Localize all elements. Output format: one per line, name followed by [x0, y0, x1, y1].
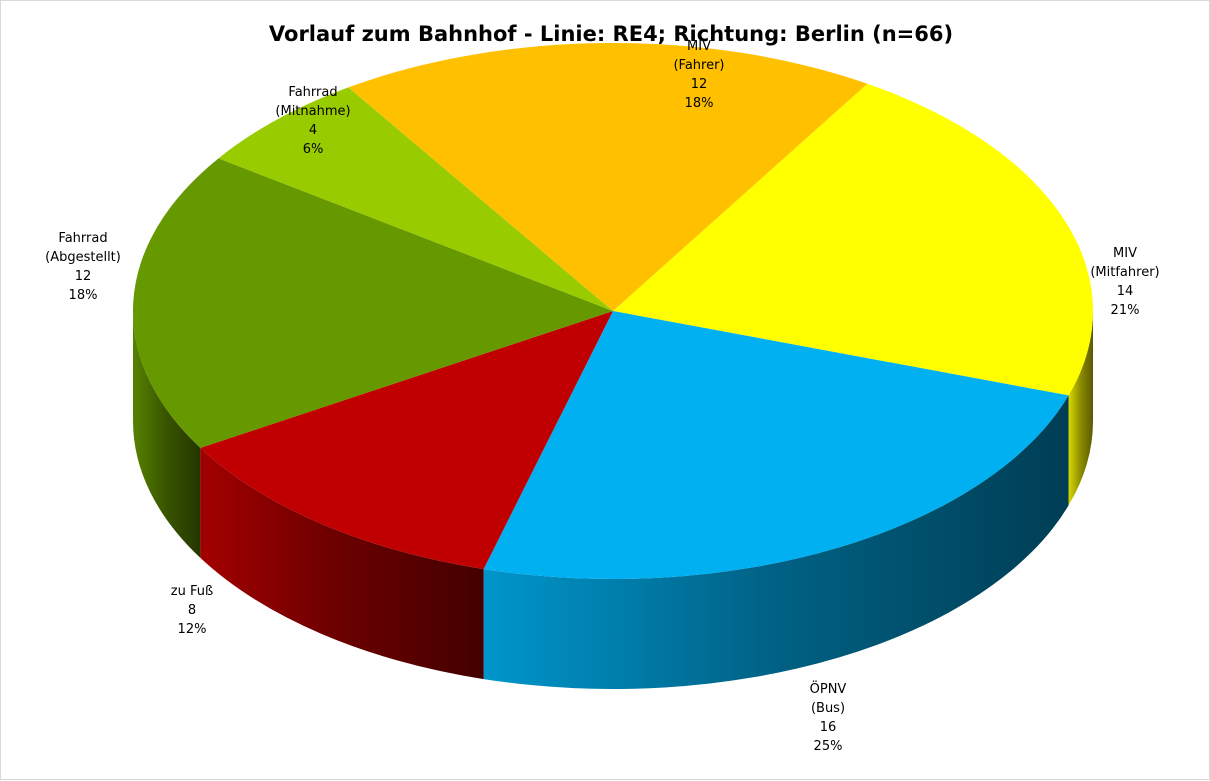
slice-label-4: Fahrrad (Mitnahme) 4 6%	[275, 85, 350, 157]
pie-slice-2	[200, 311, 613, 570]
pie-tops	[133, 43, 1094, 579]
slice-label-2: zu Fuß 8 12%	[171, 584, 213, 637]
pie-side-1	[483, 395, 1069, 690]
pie-slice-3	[133, 158, 613, 448]
pie-slice-1	[483, 311, 1069, 579]
slice-label-3: Fahrrad (Abgestellt) 12 18%	[45, 231, 121, 303]
pie-slice-5	[348, 43, 868, 312]
pie-side-2	[200, 447, 484, 680]
pie-side-0	[1068, 311, 1093, 506]
pie-side-3	[133, 311, 201, 558]
slice-label-1: ÖPNV (Bus) 16 25%	[810, 680, 847, 754]
pie-slice-0	[613, 83, 1094, 396]
pie-labels: MIV (Mitfahrer) 14 21% ÖPNV (Bus) 16 25% zu Fuß 8…	[45, 39, 1160, 754]
chart-title: Vorlauf zum Bahnhof - Linie: RE4; Richtu…	[269, 22, 953, 46]
slice-label-5: MIV (Fahrer) 12 18%	[673, 39, 724, 111]
slice-label-0: MIV (Mitfahrer) 14 21%	[1090, 246, 1159, 318]
pie-sides	[133, 311, 1093, 690]
pie-slice-4	[218, 87, 613, 311]
